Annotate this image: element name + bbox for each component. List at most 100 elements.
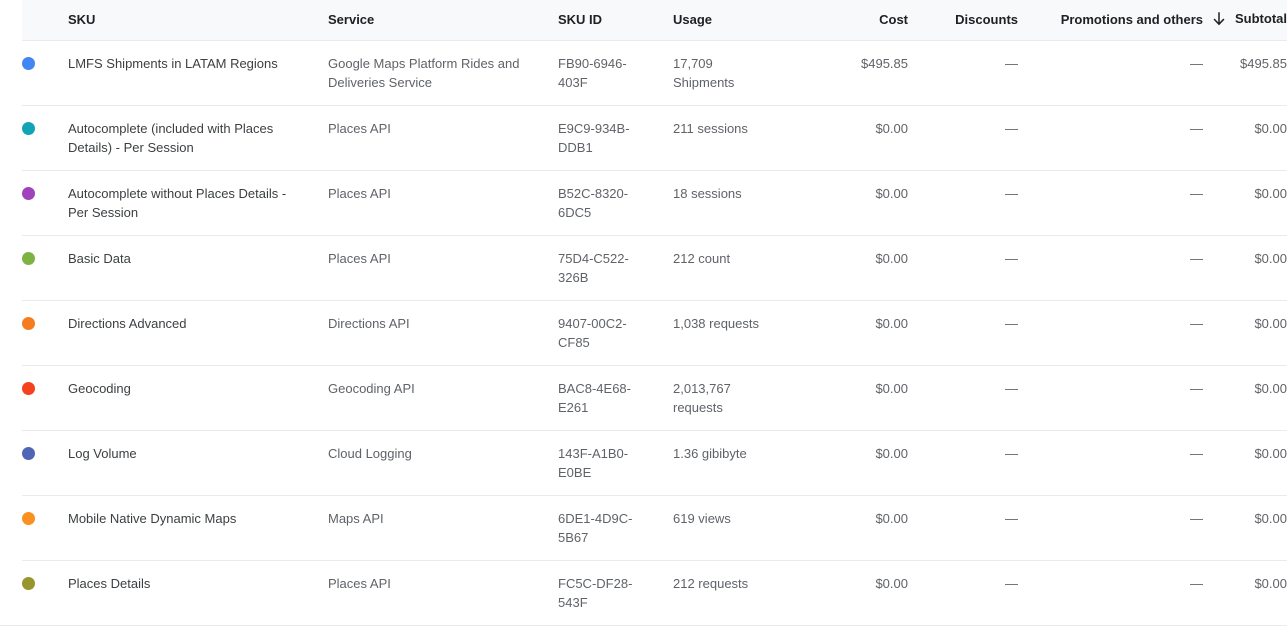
cell-usage: 212 count	[673, 235, 803, 301]
cell-cost: $0.00	[803, 105, 908, 171]
arrow-down-icon	[1212, 11, 1226, 26]
cell-cost: $495.85	[803, 40, 908, 106]
cell-usage: 17,709 Shipments	[673, 40, 803, 106]
cell-usage: 1,038 requests	[673, 300, 803, 366]
cell-discounts: —	[908, 105, 1018, 171]
row-color-swatch-cell	[22, 300, 68, 366]
table-row[interactable]: Geocoding Geocoding API BAC8-4E68-E261 2,01…	[0, 365, 1287, 431]
cell-usage: 211 sessions	[673, 105, 803, 171]
table-row[interactable]: Places Details Places API FC5C-DF28-543F 21…	[0, 560, 1287, 626]
table-row[interactable]: Log Volume Cloud Logging 143F-A1B0-E0BE 1.3…	[0, 430, 1287, 496]
cell-promotions: —	[1018, 105, 1203, 171]
cell-service: Places API	[328, 170, 558, 236]
column-header-subtotal-label: Subtotal	[1235, 11, 1287, 26]
cell-discounts: —	[908, 560, 1018, 626]
table-row[interactable]: Autocomplete (included with Places Detai…	[0, 105, 1287, 171]
table-row[interactable]: Mobile Native Dynamic Maps Maps API 6DE1-4…	[0, 495, 1287, 561]
table-row[interactable]: Autocomplete without Places Details - Pe…	[0, 170, 1287, 236]
column-header-cost[interactable]: Cost	[803, 0, 908, 41]
cell-service: Places API	[328, 560, 558, 626]
column-header-discounts[interactable]: Discounts	[908, 0, 1018, 41]
cell-cost: $0.00	[803, 235, 908, 301]
color-dot-icon	[22, 511, 35, 525]
cell-usage: 18 sessions	[673, 170, 803, 236]
row-left-spacer	[0, 235, 22, 300]
cell-cost: $0.00	[803, 560, 908, 626]
cell-sku-id: FC5C-DF28-543F	[558, 560, 673, 626]
cell-sku-id: 75D4-C522-326B	[558, 235, 673, 301]
row-left-spacer	[0, 170, 22, 235]
column-header-sku-id[interactable]: SKU ID	[558, 0, 673, 41]
table-row[interactable]: Directions Advanced Directions API 9407-00…	[0, 300, 1287, 366]
cell-cost: $0.00	[803, 430, 908, 496]
cell-sku-id: 6DE1-4D9C-5B67	[558, 495, 673, 561]
cell-cost: $0.00	[803, 495, 908, 561]
cell-promotions: —	[1018, 365, 1203, 431]
table-row[interactable]: LMFS Shipments in LATAM Regions Google Ma…	[0, 40, 1287, 106]
cell-cost: $0.00	[803, 300, 908, 366]
cell-sku-id: 143F-A1B0-E0BE	[558, 430, 673, 496]
cell-cost: $0.00	[803, 365, 908, 431]
row-color-swatch-cell	[22, 430, 68, 496]
cell-subtotal: $0.00	[1203, 300, 1287, 366]
cell-promotions: —	[1018, 560, 1203, 626]
cell-sku: Autocomplete without Places Details - Pe…	[68, 170, 328, 236]
cell-sku-id: E9C9-934B-DDB1	[558, 105, 673, 171]
cell-sku-id: BAC8-4E68-E261	[558, 365, 673, 431]
row-color-swatch-cell	[22, 40, 68, 106]
color-dot-icon	[22, 446, 35, 460]
table-header: SKU Service SKU ID Usage Cost Discounts …	[0, 0, 1287, 41]
row-left-spacer	[0, 560, 22, 626]
table-row[interactable]: Basic Data Places API 75D4-C522-326B 212 co…	[0, 235, 1287, 301]
cell-usage: 212 requests	[673, 560, 803, 626]
cell-usage: 2,013,767 requests	[673, 365, 803, 431]
cell-service: Cloud Logging	[328, 430, 558, 496]
row-left-spacer	[0, 40, 22, 105]
cell-promotions: —	[1018, 40, 1203, 106]
color-dot-icon	[22, 251, 35, 265]
cell-usage: 619 views	[673, 495, 803, 561]
cell-subtotal: $0.00	[1203, 560, 1287, 626]
color-dot-icon	[22, 576, 35, 590]
cell-sku-id: 9407-00C2-CF85	[558, 300, 673, 366]
column-header-promotions[interactable]: Promotions and others	[1018, 0, 1203, 41]
row-color-swatch-cell	[22, 235, 68, 301]
cell-discounts: —	[908, 430, 1018, 496]
cell-discounts: —	[908, 40, 1018, 106]
cell-promotions: —	[1018, 235, 1203, 301]
cell-promotions: —	[1018, 170, 1203, 236]
cell-promotions: —	[1018, 495, 1203, 561]
color-dot-icon	[22, 316, 35, 330]
table-body: LMFS Shipments in LATAM Regions Google Ma…	[0, 40, 1287, 626]
row-color-swatch-cell	[22, 365, 68, 431]
cell-service: Places API	[328, 105, 558, 171]
cell-sku: Log Volume	[68, 430, 328, 496]
column-header-sku[interactable]: SKU	[68, 0, 328, 41]
cell-sku: Mobile Native Dynamic Maps	[68, 495, 328, 561]
row-color-swatch-cell	[22, 495, 68, 561]
cell-service: Directions API	[328, 300, 558, 366]
column-header-usage[interactable]: Usage	[673, 0, 803, 41]
cell-sku-id: FB90-6946-403F	[558, 40, 673, 106]
cell-discounts: —	[908, 235, 1018, 301]
cell-promotions: —	[1018, 300, 1203, 366]
row-left-spacer	[0, 365, 22, 430]
cell-sku: Directions Advanced	[68, 300, 328, 366]
cell-subtotal: $0.00	[1203, 105, 1287, 171]
column-header-service[interactable]: Service	[328, 0, 558, 41]
row-left-spacer	[0, 495, 22, 560]
cell-sku: Basic Data	[68, 235, 328, 301]
cell-service: Google Maps Platform Rides and Deliverie…	[328, 40, 558, 106]
cell-subtotal: $0.00	[1203, 235, 1287, 301]
cell-service: Maps API	[328, 495, 558, 561]
cell-sku: LMFS Shipments in LATAM Regions	[68, 40, 328, 106]
cell-sku: Places Details	[68, 560, 328, 626]
cell-service: Geocoding API	[328, 365, 558, 431]
color-dot-icon	[22, 56, 35, 70]
row-color-swatch-cell	[22, 560, 68, 626]
color-dot-icon	[22, 121, 35, 135]
column-header-subtotal[interactable]: Subtotal	[1203, 0, 1287, 41]
cell-sku: Autocomplete (included with Places Detai…	[68, 105, 328, 171]
cell-discounts: —	[908, 300, 1018, 366]
